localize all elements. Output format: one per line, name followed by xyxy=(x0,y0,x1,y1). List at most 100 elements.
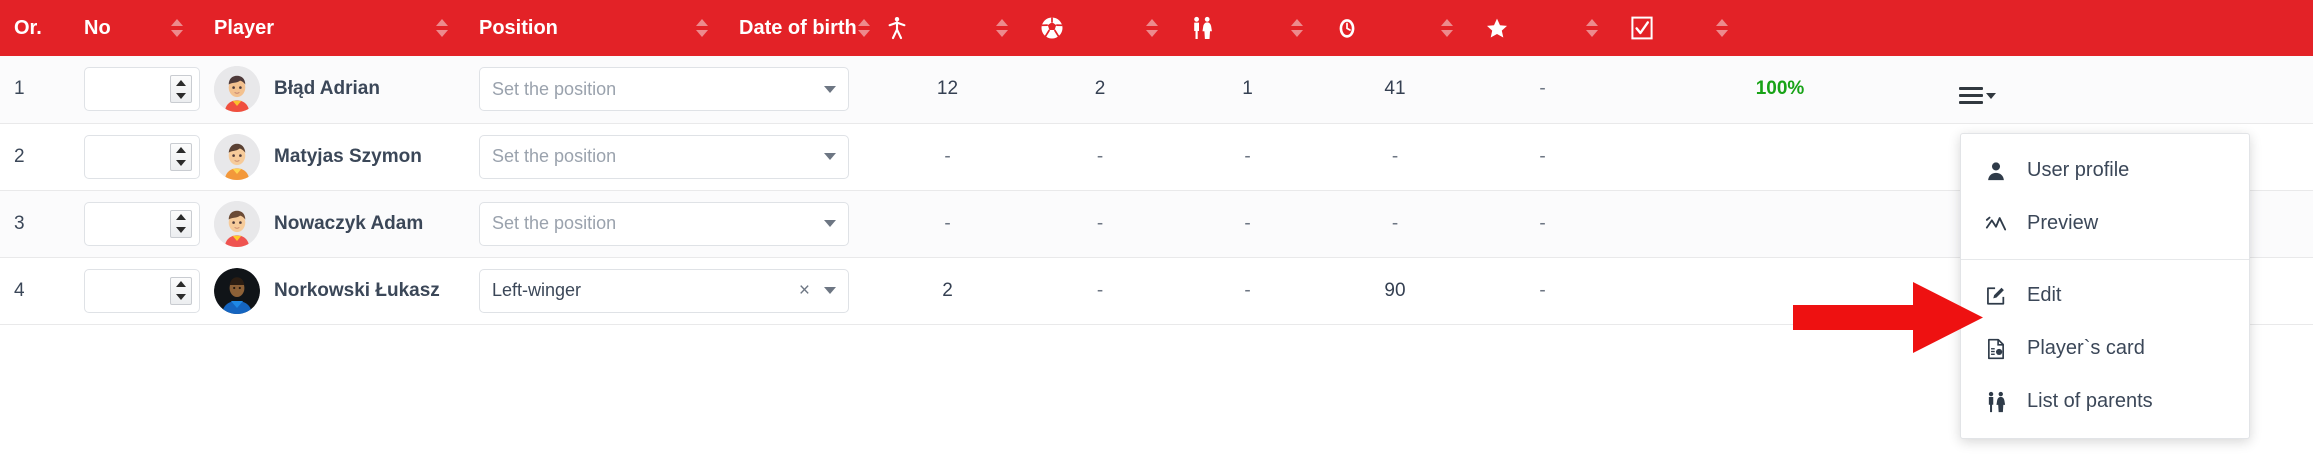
menu-item-label: Edit xyxy=(2027,284,2062,306)
header-label-player: Player xyxy=(214,16,275,39)
chevron-down-icon[interactable] xyxy=(824,220,836,227)
cell-parents: - xyxy=(1244,212,1251,234)
table-header: Or. No Player Position xyxy=(0,0,2313,56)
cell-position: Set the position xyxy=(465,56,849,123)
chevron-down-icon[interactable] xyxy=(824,85,836,93)
cell-number xyxy=(70,257,200,324)
column-header-matches[interactable] xyxy=(1025,0,1175,56)
chevron-down-icon[interactable] xyxy=(824,153,836,160)
sort-icon-training[interactable] xyxy=(995,17,1009,39)
cell-minutes: - xyxy=(1391,212,1399,234)
cell-player: Matyjas Szymon xyxy=(200,123,465,190)
menu-item-label: List of parents xyxy=(2027,390,2153,412)
cell-rating: - xyxy=(1539,145,1546,167)
cell-order: 4 xyxy=(14,279,25,301)
position-select[interactable]: Set the position xyxy=(479,134,849,179)
column-header-position[interactable]: Position xyxy=(465,0,725,56)
menu-item-list-of-parents[interactable]: List of parents xyxy=(1961,375,2249,428)
cell-minutes: - xyxy=(1391,145,1399,167)
chevron-down-icon[interactable] xyxy=(824,287,836,294)
cell-number xyxy=(70,190,200,257)
soccer-ball-icon xyxy=(1039,15,1065,41)
cell-rating: - xyxy=(1539,78,1546,100)
cell-matches: - xyxy=(1096,279,1104,301)
menu-item-preview[interactable]: Preview xyxy=(1961,197,2249,250)
position-select[interactable]: Set the position xyxy=(479,201,849,246)
cell-attendance xyxy=(1615,123,1945,190)
stepper-arrows[interactable] xyxy=(170,209,192,238)
menu-item-label: User profile xyxy=(2027,159,2130,181)
column-header-minutes[interactable] xyxy=(1320,0,1470,56)
column-header-actions xyxy=(1945,0,2313,56)
header-label-order: Or. xyxy=(14,16,42,39)
red-arrow-annotation xyxy=(1793,280,1983,355)
cell-player: Norkowski Łukasz xyxy=(200,257,465,324)
cell-rating: - xyxy=(1539,212,1546,234)
cell-training: - xyxy=(944,212,951,234)
position-select[interactable]: Set the position xyxy=(479,67,849,112)
column-header-training[interactable] xyxy=(870,0,1025,56)
cell-position: Set the position xyxy=(465,123,849,190)
sort-icon-rating[interactable] xyxy=(1585,17,1599,39)
sort-icon-no[interactable] xyxy=(170,17,184,39)
row-menu-button[interactable] xyxy=(1959,87,1996,105)
column-header-no[interactable]: No xyxy=(70,0,200,56)
sort-icon-date-of-birth[interactable] xyxy=(857,17,871,39)
avatar xyxy=(214,267,260,314)
stepper-arrows[interactable] xyxy=(170,75,192,104)
column-header-player[interactable]: Player xyxy=(200,0,465,56)
shirt-number-stepper[interactable] xyxy=(84,134,200,179)
checkbox-icon xyxy=(1629,15,1655,41)
cell-position: Set the position xyxy=(465,190,849,257)
user-icon xyxy=(1983,160,2009,182)
position-select[interactable]: Left-winger × xyxy=(479,268,849,313)
table-row: 1 xyxy=(0,56,2313,123)
avatar xyxy=(214,200,260,247)
column-header-date-of-birth[interactable]: Date of birth xyxy=(725,0,870,56)
running-man-icon xyxy=(884,15,910,41)
parents-icon xyxy=(1983,391,2009,413)
sort-icon-attendance[interactable] xyxy=(1715,17,1729,39)
clear-position-icon[interactable]: × xyxy=(798,279,810,301)
cell-actions xyxy=(1945,56,2313,123)
sort-icon-player[interactable] xyxy=(435,17,449,39)
cell-training: 2 xyxy=(942,279,953,301)
shirt-number-stepper[interactable] xyxy=(84,201,200,246)
menu-item-user-profile[interactable]: User profile xyxy=(1961,144,2249,197)
cell-matches: - xyxy=(1096,145,1104,167)
menu-item-edit[interactable]: Edit xyxy=(1961,269,2249,322)
attendance-percent: 100% xyxy=(1755,78,1805,100)
parents-icon xyxy=(1189,15,1215,41)
sort-icon-minutes[interactable] xyxy=(1440,17,1454,39)
menu-item-players-card[interactable]: Player`s card xyxy=(1961,322,2249,375)
column-header-rating[interactable] xyxy=(1470,0,1615,56)
cell-rating: - xyxy=(1539,279,1546,301)
sort-icon-position[interactable] xyxy=(695,17,709,39)
stepper-arrows[interactable] xyxy=(170,276,192,305)
cell-number xyxy=(70,123,200,190)
menu-item-label: Preview xyxy=(2027,212,2099,234)
cell-attendance xyxy=(1615,190,1945,257)
column-header-attendance[interactable] xyxy=(1615,0,1945,56)
cell-training: 12 xyxy=(936,78,959,100)
position-value: Set the position xyxy=(492,146,617,166)
cell-parents: 1 xyxy=(1242,78,1253,100)
star-icon xyxy=(1484,15,1510,41)
hamburger-icon xyxy=(1959,87,1983,105)
column-header-order: Or. xyxy=(0,0,70,56)
shirt-number-stepper[interactable] xyxy=(84,268,200,313)
document-card-icon xyxy=(1983,338,2009,360)
cell-parents: - xyxy=(1244,279,1251,301)
sort-icon-matches[interactable] xyxy=(1145,17,1159,39)
cell-minutes: 41 xyxy=(1384,78,1406,100)
column-header-parents[interactable] xyxy=(1175,0,1320,56)
cell-number xyxy=(70,56,200,123)
shirt-number-stepper[interactable] xyxy=(84,67,200,112)
cell-order: 3 xyxy=(14,212,25,234)
stepper-arrows[interactable] xyxy=(170,142,192,171)
menu-divider xyxy=(1961,259,2249,260)
sort-icon-parents[interactable] xyxy=(1290,17,1304,39)
header-row: Or. No Player Position xyxy=(0,0,2313,56)
player-name: Matyjas Szymon xyxy=(274,145,422,167)
